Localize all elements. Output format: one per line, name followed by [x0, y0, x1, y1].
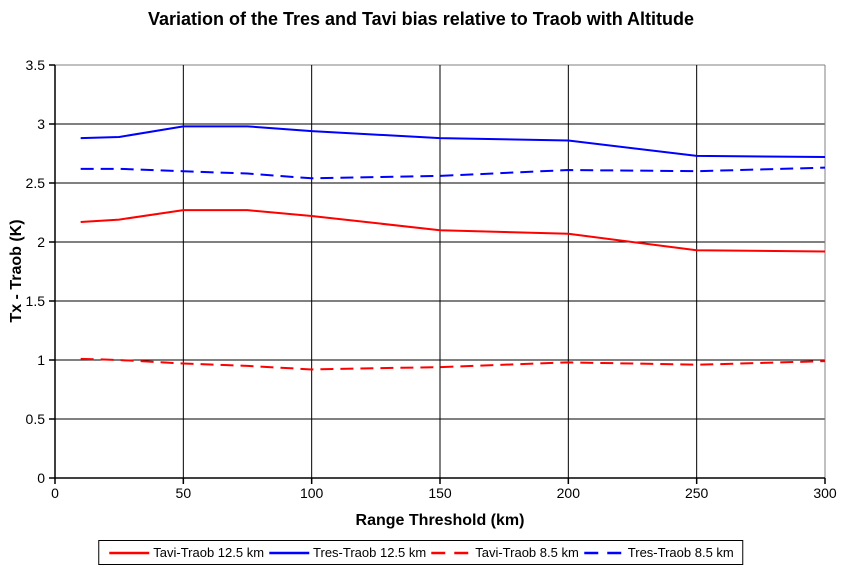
series-line-tavi-traob-8.5-km: [80, 357, 826, 371]
series-line-tavi-traob-12.5-km: [80, 209, 826, 253]
legend: Tavi-Traob 12.5 km Tres-Traob 12.5 km Tavi…: [98, 540, 744, 565]
legend-line-sample-solid: [269, 551, 310, 554]
x-tick-label: 150: [428, 485, 452, 501]
legend-line-sample-solid: [109, 551, 150, 554]
x-axis-label: Range Threshold (km): [355, 512, 525, 529]
legend-item-tres-traob-12.5-km: Tres-Traob 12.5 km: [268, 545, 426, 560]
legend-item-tres-traob-8.5-km: Tres-Traob 8.5 km: [583, 545, 734, 560]
x-tick-label: 100: [300, 485, 324, 501]
legend-label: Tavi-Traob 8.5 km: [475, 545, 579, 560]
y-tick-label: 2: [37, 234, 45, 250]
x-tick-label: 50: [176, 485, 192, 501]
y-tick-label: 3.5: [26, 57, 46, 73]
y-tick-label: 1.5: [26, 293, 46, 309]
series-line-tres-traob-8.5-km: [80, 166, 826, 180]
series-line-tres-traob-12.5-km: [80, 125, 826, 159]
x-tick-label: 200: [557, 485, 581, 501]
legend-label: Tres-Traob 8.5 km: [627, 545, 734, 560]
legend-label: Tres-Traob 12.5 km: [313, 545, 427, 560]
legend-label: Tavi-Traob 12.5 km: [153, 545, 265, 560]
x-tick-label: 0: [51, 485, 59, 501]
y-axis-label: Tx - Traob (K): [8, 219, 25, 323]
y-tick-label: 1: [37, 352, 45, 368]
x-tick-label: 250: [685, 485, 709, 501]
legend-item-tavi-traob-12.5-km: Tavi-Traob 12.5 km: [108, 545, 264, 560]
y-tick-label: 0.5: [26, 411, 46, 427]
x-tick-label: 300: [813, 485, 837, 501]
y-tick-label: 2.5: [26, 175, 46, 191]
y-tick-label: 0: [37, 470, 45, 486]
chart-title: Variation of the Tres and Tavi bias rela…: [147, 9, 695, 29]
legend-line-sample-dashed: [583, 551, 624, 554]
legend-line-sample-dashed: [431, 551, 472, 554]
legend-item-tavi-traob-8.5-km: Tavi-Traob 8.5 km: [430, 545, 579, 560]
y-tick-label: 3: [37, 116, 45, 132]
